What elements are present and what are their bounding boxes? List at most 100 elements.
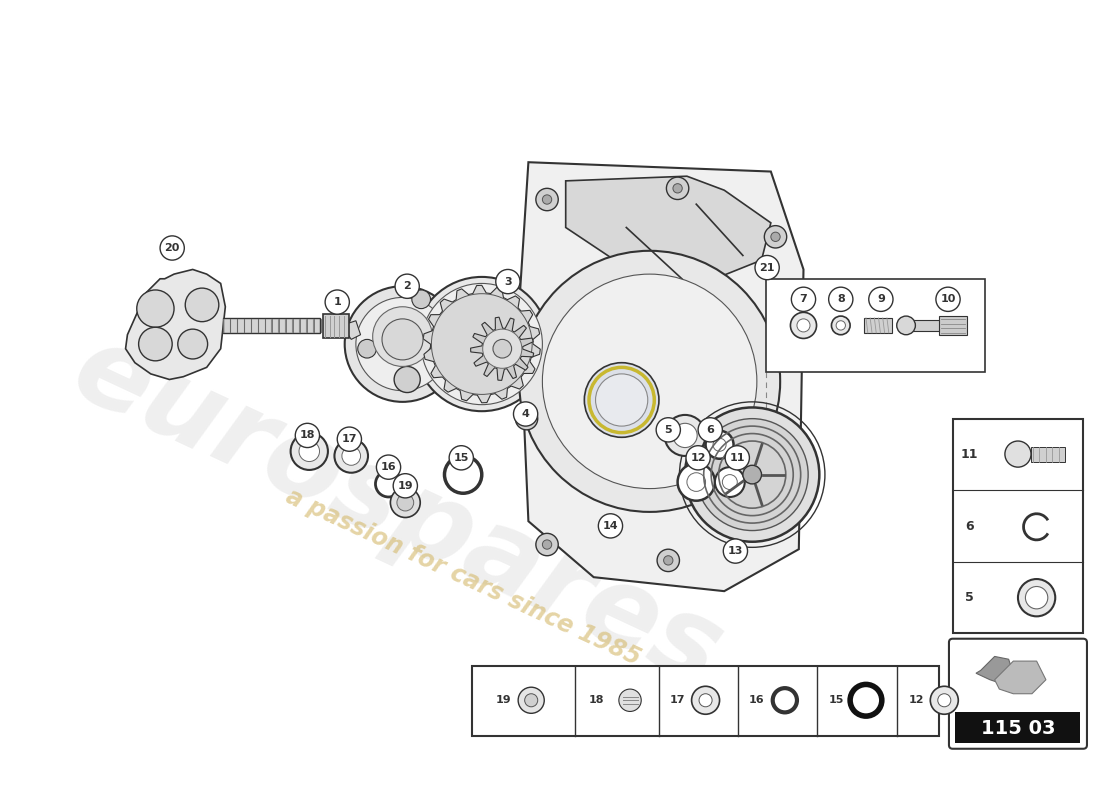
Circle shape	[657, 549, 680, 571]
Circle shape	[178, 329, 208, 359]
Circle shape	[936, 287, 960, 311]
Circle shape	[342, 446, 361, 466]
Text: 5: 5	[664, 425, 672, 435]
Circle shape	[598, 514, 623, 538]
Polygon shape	[471, 317, 534, 381]
Polygon shape	[938, 316, 967, 334]
Text: 19: 19	[495, 695, 512, 706]
Text: 10: 10	[940, 294, 956, 304]
Circle shape	[663, 556, 673, 565]
Text: 18: 18	[588, 695, 604, 706]
Polygon shape	[865, 318, 892, 333]
Polygon shape	[424, 286, 540, 402]
Circle shape	[773, 484, 783, 494]
Polygon shape	[342, 321, 361, 339]
Polygon shape	[519, 162, 803, 591]
Circle shape	[869, 287, 893, 311]
Text: 5: 5	[965, 591, 974, 604]
Text: 4: 4	[521, 409, 529, 419]
Circle shape	[678, 463, 715, 501]
Circle shape	[136, 290, 174, 327]
Circle shape	[521, 414, 531, 423]
Circle shape	[390, 488, 420, 518]
Circle shape	[444, 456, 482, 494]
Circle shape	[515, 407, 538, 430]
Text: 3: 3	[504, 277, 512, 286]
Text: 13: 13	[728, 546, 744, 556]
Circle shape	[657, 418, 681, 442]
Text: 17: 17	[342, 434, 358, 444]
FancyBboxPatch shape	[949, 638, 1087, 749]
Circle shape	[772, 688, 798, 712]
Bar	[767, 278, 986, 372]
Text: 20: 20	[165, 243, 180, 253]
Circle shape	[496, 270, 520, 294]
Text: 12: 12	[691, 453, 706, 463]
Circle shape	[673, 184, 682, 193]
Text: 11: 11	[960, 447, 978, 461]
Circle shape	[542, 540, 552, 549]
Text: 18: 18	[299, 430, 315, 441]
Circle shape	[667, 177, 689, 199]
Bar	[956, 712, 1080, 743]
Circle shape	[290, 433, 328, 470]
Circle shape	[850, 685, 882, 716]
Circle shape	[619, 689, 641, 711]
Text: a passion for cars since 1985: a passion for cars since 1985	[282, 484, 645, 670]
Circle shape	[358, 339, 376, 358]
Text: 8: 8	[837, 294, 845, 304]
Polygon shape	[976, 657, 1013, 685]
Circle shape	[828, 287, 852, 311]
Circle shape	[344, 286, 460, 402]
Text: 17: 17	[670, 695, 685, 706]
Circle shape	[686, 473, 705, 491]
Circle shape	[161, 236, 185, 260]
Text: 21: 21	[759, 262, 774, 273]
Circle shape	[673, 423, 697, 447]
Circle shape	[725, 446, 749, 470]
Circle shape	[1018, 579, 1055, 616]
Text: eurospares: eurospares	[57, 315, 739, 709]
Circle shape	[791, 312, 816, 338]
Circle shape	[685, 407, 820, 542]
Text: 1: 1	[333, 297, 341, 307]
Text: 11: 11	[729, 453, 745, 463]
Polygon shape	[994, 661, 1046, 694]
Circle shape	[686, 446, 711, 470]
Circle shape	[798, 319, 810, 332]
Circle shape	[295, 423, 319, 447]
Bar	[323, 314, 350, 338]
Circle shape	[698, 694, 712, 706]
Circle shape	[784, 349, 794, 358]
Circle shape	[791, 287, 815, 311]
Circle shape	[493, 339, 512, 358]
Circle shape	[1025, 586, 1048, 609]
Text: 15: 15	[453, 453, 469, 463]
Text: 6: 6	[706, 425, 714, 435]
Circle shape	[832, 316, 850, 334]
Polygon shape	[1031, 446, 1065, 462]
Circle shape	[519, 251, 780, 512]
Bar	[953, 418, 1084, 633]
Circle shape	[931, 686, 958, 714]
Circle shape	[415, 277, 549, 411]
Circle shape	[185, 288, 219, 322]
Circle shape	[755, 255, 779, 280]
Text: 19: 19	[397, 481, 414, 490]
Text: 2: 2	[404, 282, 411, 291]
Polygon shape	[125, 270, 226, 379]
Circle shape	[584, 362, 659, 438]
Circle shape	[397, 494, 414, 511]
Circle shape	[411, 290, 430, 309]
Circle shape	[483, 329, 521, 368]
Circle shape	[771, 232, 780, 242]
Circle shape	[421, 283, 542, 405]
Polygon shape	[906, 320, 944, 331]
Circle shape	[542, 274, 757, 489]
Circle shape	[394, 366, 420, 393]
Text: 12: 12	[909, 695, 924, 706]
Circle shape	[375, 471, 402, 497]
Polygon shape	[565, 176, 771, 278]
Circle shape	[713, 438, 726, 451]
Circle shape	[742, 466, 761, 484]
